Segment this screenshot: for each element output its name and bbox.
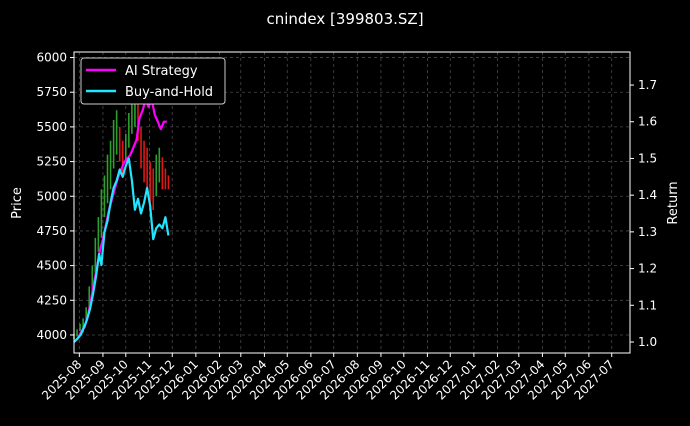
left-y-tick-label: 4750 — [36, 224, 67, 238]
right-y-tick-label: 1.3 — [638, 225, 657, 239]
left-y-tick-label: 6000 — [36, 51, 67, 65]
legend-box — [80, 57, 226, 105]
left-y-tick-label: 4500 — [36, 259, 67, 273]
right-y-tick-label: 1.6 — [638, 115, 657, 129]
right-y-tick-label: 1.7 — [638, 78, 657, 92]
right-y-tick-label: 1.0 — [638, 335, 657, 349]
plot-frame — [73, 51, 631, 354]
left-y-tick-label: 5500 — [36, 120, 67, 134]
left-y-tick-label: 5250 — [36, 155, 67, 169]
left-y-tick-label: 5000 — [36, 189, 67, 203]
legend-label-buy-and-hold: Buy-and-Hold — [125, 85, 213, 100]
price-bars-layer — [73, 64, 170, 340]
right-axis-label: Return — [666, 181, 681, 224]
left-y-tick-label: 5750 — [36, 85, 67, 99]
legend-label-ai-strategy: AI Strategy — [125, 64, 198, 79]
right-y-tick-label: 1.5 — [638, 151, 657, 165]
right-y-tick-label: 1.4 — [638, 188, 657, 202]
left-y-tick-label: 4250 — [36, 293, 67, 307]
left-axis-label: Price — [10, 187, 25, 219]
chart-title: cnindex [399803.SZ] — [266, 10, 423, 28]
legend: AI Strategy Buy-and-Hold — [80, 57, 226, 105]
right-y-tick-label: 1.1 — [638, 298, 657, 312]
right-y-tick-label: 1.2 — [638, 262, 657, 276]
left-y-tick-label: 4000 — [36, 328, 67, 342]
series-line-buy-and-hold — [73, 157, 170, 343]
